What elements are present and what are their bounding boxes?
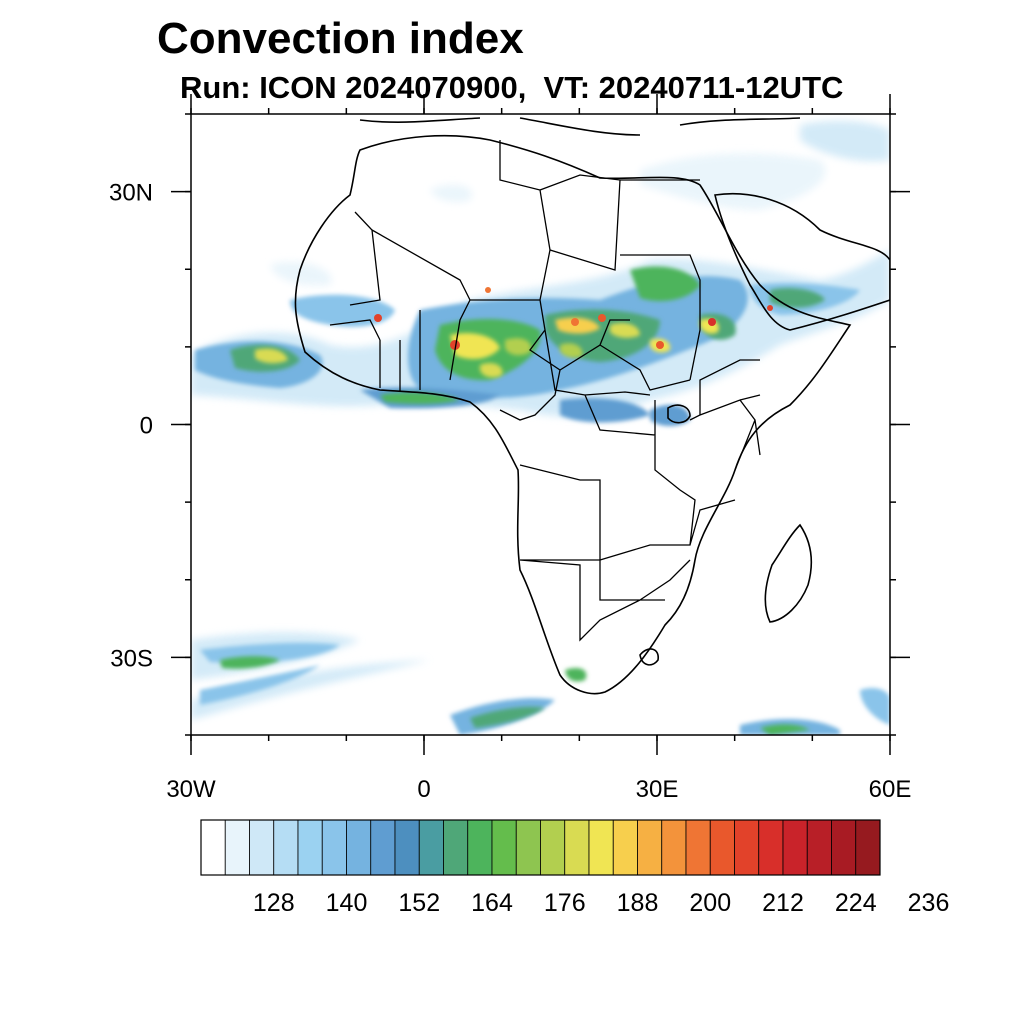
colorbar-frame — [200, 819, 881, 876]
country-borders — [329, 140, 761, 642]
colorbar-swatch — [200, 819, 226, 876]
colorbar-swatch — [758, 819, 784, 876]
coastlines — [294, 117, 890, 695]
convection-field — [191, 120, 890, 735]
colorbar-swatch — [467, 819, 493, 876]
x-tick-label: 30W — [166, 776, 216, 803]
colorbar-swatch — [491, 819, 517, 876]
colorbar-swatch — [855, 819, 881, 876]
colorbar-swatch — [273, 819, 299, 876]
axis-ticks — [171, 94, 910, 755]
colorbar — [200, 819, 881, 876]
chart-title: Convection index — [157, 14, 524, 63]
colorbar-swatch — [612, 819, 638, 876]
colorbar-label: 224 — [835, 889, 877, 917]
colorbar-swatch — [685, 819, 711, 876]
arabia-coastline — [714, 192, 890, 331]
colorbar-swatch — [370, 819, 396, 876]
colorbar-swatch — [224, 819, 250, 876]
colorbar-swatch — [782, 819, 808, 876]
colorbar-label: 164 — [471, 889, 513, 917]
x-tick-label: 60E — [869, 776, 912, 803]
colorbar-swatch — [515, 819, 541, 876]
y-tick-label: 0 — [140, 413, 153, 440]
colorbar-swatch — [297, 819, 323, 876]
colorbar-label: 212 — [762, 889, 804, 917]
axis-tick-labels: 30W 0 30E 60E 30N 0 30S — [109, 180, 911, 803]
field-light-band — [191, 120, 890, 720]
colorbar-label: 176 — [544, 889, 586, 917]
colorbar-swatch — [418, 819, 444, 876]
y-tick-label: 30S — [110, 645, 153, 672]
colorbar-label: 152 — [398, 889, 440, 917]
colorbar-swatch — [831, 819, 857, 876]
colorbar-swatch — [734, 819, 760, 876]
europe-coastline — [359, 117, 801, 136]
colorbar-swatch — [346, 819, 372, 876]
africa-coastline — [294, 134, 852, 695]
colorbar-swatch — [637, 819, 663, 876]
colorbar-swatch — [394, 819, 420, 876]
colorbar-label: 188 — [617, 889, 659, 917]
x-tick-label: 0 — [417, 776, 430, 803]
colorbar-label: 200 — [689, 889, 731, 917]
colorbar-swatch — [709, 819, 735, 876]
colorbar-swatch — [249, 819, 275, 876]
field-max-values — [374, 287, 773, 350]
colorbar-swatch — [806, 819, 832, 876]
colorbar-swatch — [588, 819, 614, 876]
colorbar-swatch — [661, 819, 687, 876]
lake-victoria — [667, 404, 691, 424]
colorbar-swatch — [564, 819, 590, 876]
chart-subtitle: Run: ICON 2024070900, VT: 20240711-12UTC — [180, 70, 844, 105]
y-tick-label: 30N — [109, 180, 153, 207]
colorbar-label: 128 — [253, 889, 295, 917]
colorbar-label: 236 — [908, 889, 950, 917]
colorbar-swatch — [443, 819, 469, 876]
x-tick-label: 30E — [636, 776, 679, 803]
colorbar-labels: 128 140 152 164 176 188 200 212 224 236 — [253, 889, 949, 917]
madagascar-coastline — [764, 523, 813, 623]
colorbar-swatch — [321, 819, 347, 876]
colorbar-swatch — [540, 819, 566, 876]
lesotho-border — [639, 648, 659, 666]
colorbar-label: 140 — [326, 889, 368, 917]
